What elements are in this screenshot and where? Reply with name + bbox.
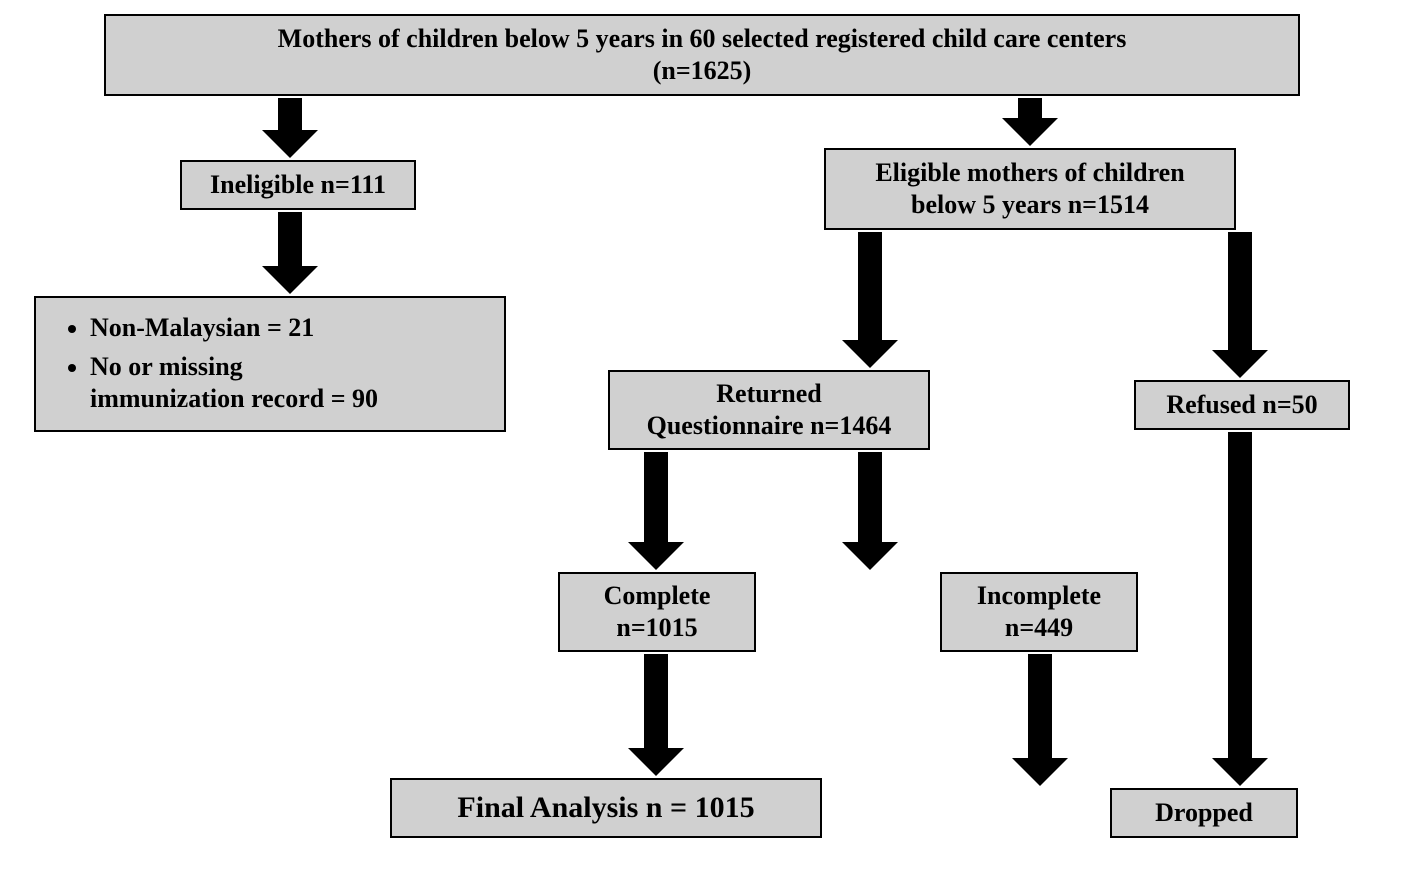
node-ineligible-text: Ineligible n=111	[210, 169, 386, 202]
node-incomplete: Incomplete n=449	[940, 572, 1138, 652]
arrow-eligible-to-refused	[1212, 232, 1268, 378]
node-incomplete-line2: n=449	[1005, 612, 1073, 645]
node-refused: Refused n=50	[1134, 380, 1350, 430]
node-root-line2: (n=1625)	[653, 55, 752, 88]
arrow-complete-to-final	[628, 654, 684, 776]
ineligible-bullet-1: Non-Malaysian = 21	[90, 312, 378, 345]
arrow-eligible-to-returned	[842, 232, 898, 368]
ineligible-bullet-2b: immunization record = 90	[90, 384, 378, 413]
node-complete: Complete n=1015	[558, 572, 756, 652]
node-eligible: Eligible mothers of children below 5 yea…	[824, 148, 1236, 230]
node-returned: Returned Questionnaire n=1464	[608, 370, 930, 450]
ineligible-bullet-2a: No or missing	[90, 352, 243, 381]
node-root: Mothers of children below 5 years in 60 …	[104, 14, 1300, 96]
arrow-refused-to-dropped	[1212, 432, 1268, 786]
ineligible-bullet-2: No or missing immunization record = 90	[90, 351, 378, 416]
arrow-root-to-ineligible	[262, 98, 318, 158]
node-complete-line2: n=1015	[616, 612, 697, 645]
node-final-analysis: Final Analysis n = 1015	[390, 778, 822, 838]
arrow-returned-to-complete	[628, 452, 684, 570]
node-incomplete-line1: Incomplete	[977, 580, 1101, 613]
node-returned-line1: Returned	[716, 378, 821, 411]
node-complete-line1: Complete	[604, 580, 711, 613]
node-ineligible: Ineligible n=111	[180, 160, 416, 210]
node-eligible-line2: below 5 years n=1514	[911, 189, 1149, 222]
arrow-root-to-eligible	[1002, 98, 1058, 146]
arrow-ineligible-to-inelig_detail	[262, 212, 318, 294]
node-final-text: Final Analysis n = 1015	[457, 789, 754, 827]
node-ineligible-detail: Non-Malaysian = 21 No or missing immuniz…	[34, 296, 506, 432]
arrow-incomplete-to-dropped	[1012, 654, 1068, 786]
arrow-returned-to-incomplete	[842, 452, 898, 570]
node-dropped: Dropped	[1110, 788, 1298, 838]
ineligible-bullet-list: Non-Malaysian = 21 No or missing immuniz…	[64, 306, 378, 422]
flowchart-canvas: Mothers of children below 5 years in 60 …	[0, 0, 1418, 873]
node-root-line1: Mothers of children below 5 years in 60 …	[278, 23, 1127, 56]
node-returned-line2: Questionnaire n=1464	[647, 410, 892, 443]
node-dropped-text: Dropped	[1155, 797, 1253, 830]
node-refused-text: Refused n=50	[1166, 389, 1317, 422]
node-eligible-line1: Eligible mothers of children	[875, 157, 1184, 190]
